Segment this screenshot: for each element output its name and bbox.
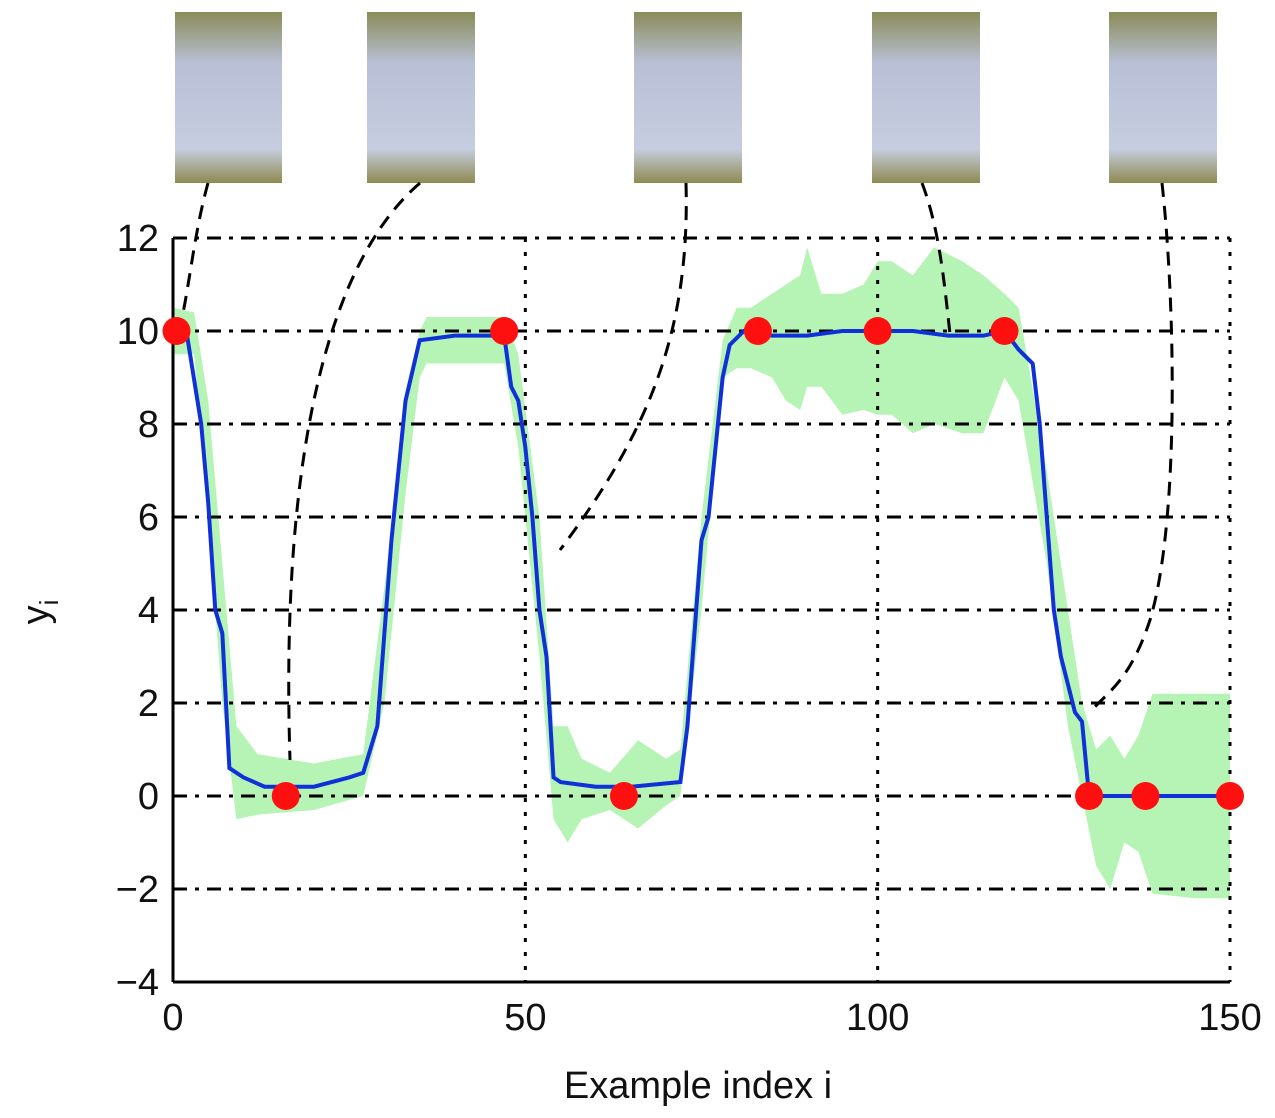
y-tick-label: 8 (138, 404, 159, 446)
labeled-point (1216, 782, 1244, 810)
labeled-point (743, 317, 772, 345)
mean-line (172, 328, 1230, 798)
y-tick-label: 0 (138, 776, 159, 818)
y-tick-label: 10 (117, 311, 159, 353)
labeled-point (162, 317, 191, 345)
x-tick-label: 100 (846, 997, 909, 1039)
y-tick-label: −4 (116, 962, 159, 1004)
arrow (287, 181, 421, 761)
plot-area: 0 50 100 150 −4 −2 0 2 4 6 8 10 12 (116, 218, 1262, 1039)
y-tick-label: 12 (117, 218, 159, 260)
labeled-point (1075, 782, 1104, 810)
x-tick-label: 0 (162, 997, 183, 1039)
arrow (180, 182, 210, 319)
hand-image (634, 12, 742, 183)
arrow (1088, 182, 1174, 714)
y-axis-label-main: y (15, 605, 57, 624)
labeled-point (863, 317, 892, 345)
y-tick-label: 4 (138, 590, 159, 632)
y-axis-label: yi (15, 600, 64, 625)
uncertainty-band (173, 247, 1230, 899)
arrow (558, 182, 688, 551)
x-axis-label: Example index i (564, 1065, 832, 1107)
y-tick-label: 2 (138, 683, 159, 725)
hand-image (1109, 12, 1217, 183)
hand-image (367, 12, 475, 183)
hand-image (872, 12, 980, 183)
x-tick-label: 150 (1198, 997, 1261, 1039)
arrow (920, 182, 952, 335)
y-tick-label: 6 (138, 497, 159, 539)
labeled-point (990, 317, 1019, 345)
arrows (180, 181, 1174, 761)
thumbnails (175, 12, 1217, 183)
y-tick-label: −2 (116, 869, 159, 911)
labeled-point (490, 317, 519, 345)
labeled-point (1131, 782, 1160, 810)
labeled-point (609, 782, 638, 810)
labeled-point (271, 782, 300, 810)
hand-image (175, 12, 282, 183)
y-axis-label-sub: i (34, 600, 64, 606)
x-tick-label: 50 (504, 997, 546, 1039)
